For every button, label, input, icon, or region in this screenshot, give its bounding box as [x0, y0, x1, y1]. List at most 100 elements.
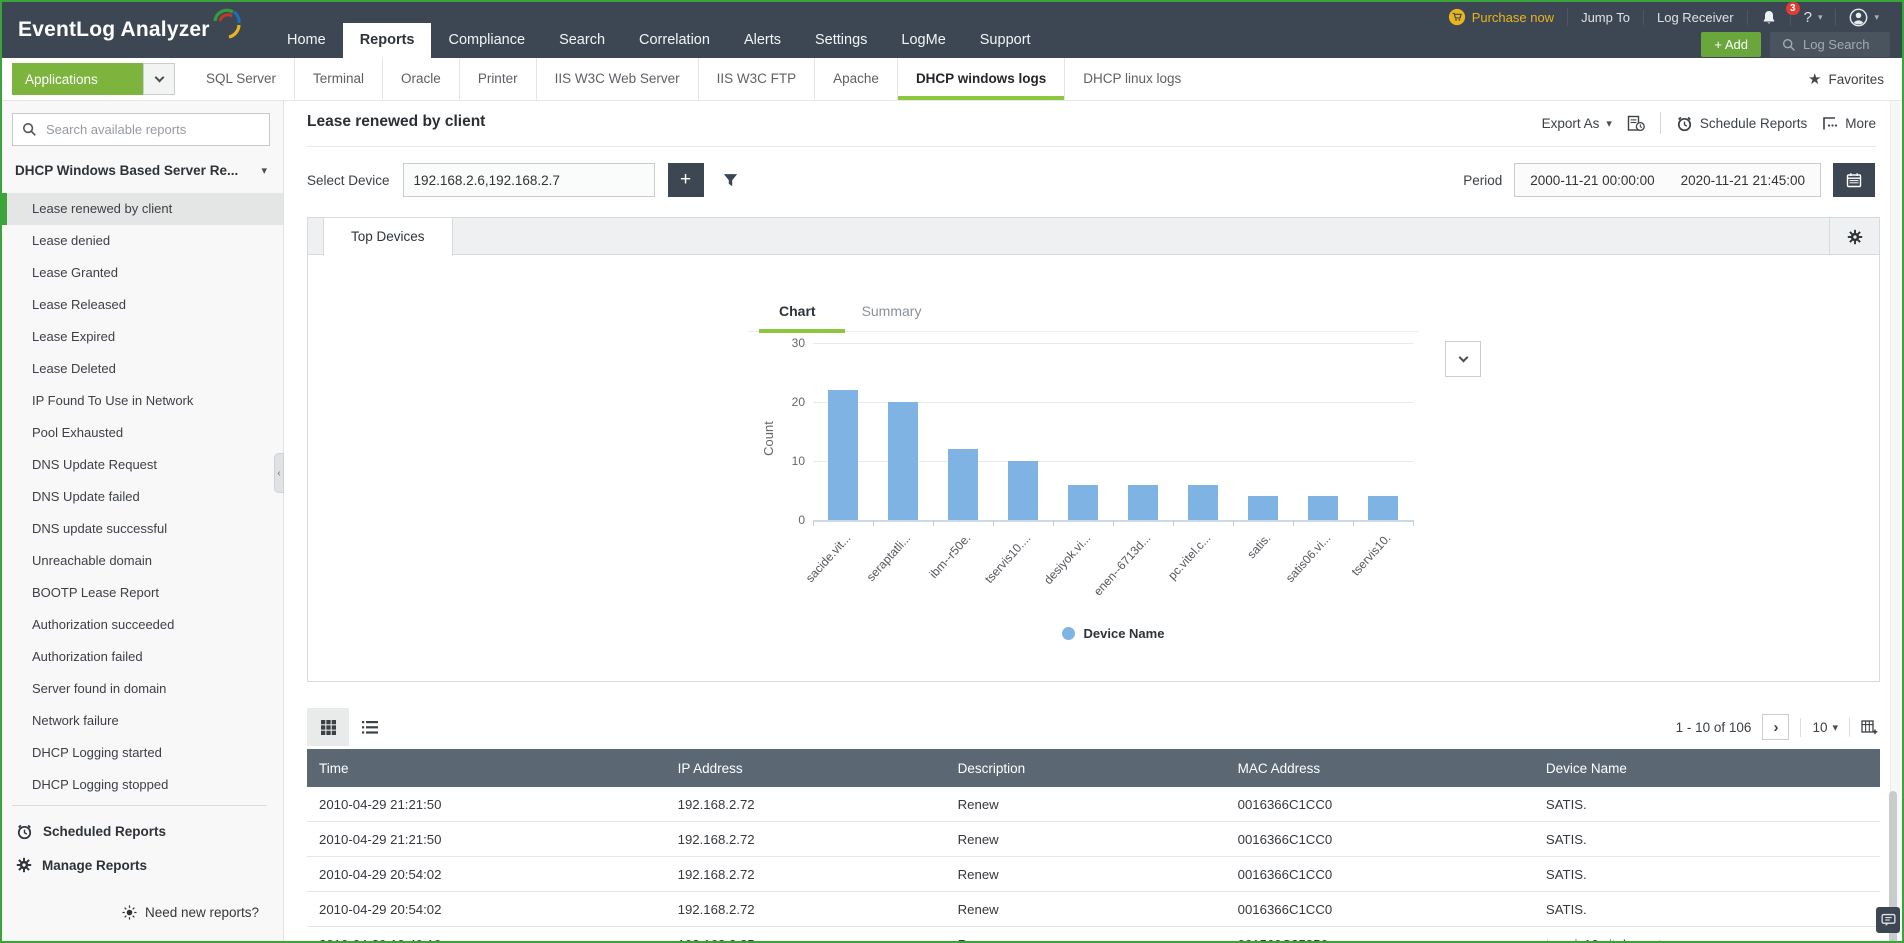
filter-button[interactable]: [723, 173, 738, 188]
bar-tservis10[interactable]: [1008, 461, 1038, 520]
notifications-button[interactable]: 3: [1748, 2, 1800, 26]
sidebar-item-lease-renewed-by-client[interactable]: Lease renewed by client: [2, 193, 283, 225]
scrollbar-track[interactable]: [1889, 101, 1900, 941]
sidebar-item-lease-released[interactable]: Lease Released: [32, 297, 126, 312]
category-tab-oracle[interactable]: Oracle: [382, 58, 459, 100]
sidebar-item-server-found-in-domain[interactable]: Server found in domain: [32, 681, 167, 696]
sidebar-item-lease-expired[interactable]: Lease Expired: [32, 329, 116, 344]
table-cell: 192.168.2.72: [677, 831, 755, 847]
nav-compliance[interactable]: Compliance: [448, 32, 526, 48]
nav-search[interactable]: Search: [559, 32, 606, 48]
bar-sacide-vit[interactable]: [828, 390, 858, 520]
category-tab-sql-server[interactable]: SQL Server: [206, 71, 277, 86]
category-tab-dhcp-windows-logs[interactable]: DHCP windows logs: [896, 58, 1065, 100]
scrollbar-thumb[interactable]: [1889, 791, 1897, 941]
bar-pc-vitel-c[interactable]: [1188, 484, 1218, 520]
log-search-button[interactable]: Log Search: [1770, 32, 1890, 57]
report-group-dropdown[interactable]: DHCP Windows Based Server Re... ▾: [15, 163, 267, 178]
sidebar-item-dns-update-failed[interactable]: DNS Update failed: [32, 489, 140, 504]
chart-collapse-button[interactable]: [1445, 341, 1481, 377]
sidebar-item-lease-denied[interactable]: Lease denied: [32, 233, 111, 248]
sidebar-item-authorization-succeeded[interactable]: Authorization succeeded: [32, 617, 175, 632]
purchase-now-link[interactable]: Purchase now: [1435, 8, 1569, 26]
nav-settings[interactable]: Settings: [815, 32, 868, 48]
table-row[interactable]: 2010-04-29 20:54:02 192.168.2.72 Renew 0016…: [307, 857, 1880, 892]
nav-logme[interactable]: LogMe: [901, 32, 946, 48]
calendar-button[interactable]: [1833, 163, 1875, 197]
nav-correlation[interactable]: Correlation: [639, 32, 710, 48]
sidebar-item-dns-update-request[interactable]: DNS Update Request: [32, 457, 158, 472]
sidebar-item-bootp-lease-report[interactable]: BOOTP Lease Report: [32, 585, 159, 600]
add-button[interactable]: + Add: [1701, 32, 1761, 57]
sidebar-item-dhcp-logging-started[interactable]: DHCP Logging started: [32, 745, 162, 760]
scheduled-reports-link[interactable]: Scheduled Reports: [16, 823, 166, 840]
tab-summary[interactable]: Summary: [861, 303, 922, 319]
y-axis-title: Count: [760, 421, 776, 456]
period-label: Period: [1463, 172, 1503, 188]
next-page-button[interactable]: ›: [1762, 714, 1790, 740]
category-tab-iis-w3c-ftp[interactable]: IIS W3C FTP: [697, 58, 815, 100]
table-row[interactable]: 2010-04-29 21:21:50 192.168.2.72 Renew 0016…: [307, 822, 1880, 857]
schedule-reports-button[interactable]: Schedule Reports: [1676, 115, 1807, 132]
sidebar-item-authorization-failed[interactable]: Authorization failed: [32, 649, 143, 664]
select-device-input[interactable]: [402, 163, 655, 197]
bar-chart: 30 20 10 0 Count sacide.vit... seraptatli... ib…: [761, 336, 1414, 641]
app-logo[interactable]: EventLog Analyzer: [18, 8, 242, 49]
page-size-dropdown[interactable]: 10 ▾: [1812, 720, 1838, 735]
sidebar-item-network-failure[interactable]: Network failure: [32, 713, 119, 728]
category-tab-printer[interactable]: Printer: [458, 58, 536, 100]
list-view-button[interactable]: [349, 708, 391, 746]
log-receiver-link[interactable]: Log Receiver: [1644, 9, 1748, 25]
sidebar-item-pool-exhausted[interactable]: Pool Exhausted: [32, 425, 124, 440]
period-range-field[interactable]: 2000-11-21 00:00:00 2020-11-21 21:45:00: [1514, 163, 1821, 197]
bar-tservis10[interactable]: [1368, 496, 1398, 520]
feedback-chat-button[interactable]: [1876, 907, 1900, 933]
report-search-box[interactable]: [12, 113, 270, 146]
grid-view-button[interactable]: [307, 708, 349, 746]
user-menu[interactable]: ▾: [1836, 8, 1892, 27]
sidebar-item-dns-update-successful[interactable]: DNS update successful: [32, 521, 168, 536]
favorites-button[interactable]: ★ Favorites: [1808, 58, 1884, 100]
bar-desiyok-vi[interactable]: [1068, 484, 1098, 520]
applications-dropdown[interactable]: Applications: [12, 63, 143, 95]
bar-enen-6713d[interactable]: [1128, 484, 1158, 520]
sidebar-item-dhcp-logging-stopped[interactable]: DHCP Logging stopped: [32, 777, 169, 792]
more-button[interactable]: More: [1822, 116, 1876, 131]
table-row[interactable]: 2010-04-29 20:54:02 192.168.2.72 Renew 0016…: [307, 892, 1880, 927]
category-tab-dhcp-linux-logs[interactable]: DHCP linux logs: [1064, 58, 1199, 100]
category-tab-iis-w3c-web-server[interactable]: IIS W3C Web Server: [535, 58, 698, 100]
nav-reports[interactable]: Reports: [342, 23, 432, 58]
table-row[interactable]: 2010-04-29 21:21:50 192.168.2.72 Renew 0016…: [307, 787, 1880, 822]
bar-satis[interactable]: [1248, 496, 1278, 520]
export-schedule-button[interactable]: [1627, 115, 1645, 132]
panel-settings-button[interactable]: [1829, 218, 1879, 255]
nav-alerts[interactable]: Alerts: [743, 32, 782, 48]
need-new-reports-link[interactable]: Need new reports?: [122, 905, 259, 920]
category-tab-terminal[interactable]: Terminal: [294, 58, 382, 100]
star-icon: ★: [1808, 71, 1822, 88]
sidebar-item-lease-deleted[interactable]: Lease Deleted: [32, 361, 116, 376]
category-tab-apache[interactable]: Apache: [814, 58, 897, 100]
sidebar-collapse-handle[interactable]: ‹: [274, 453, 284, 493]
report-search-input[interactable]: [46, 122, 246, 137]
nav-home[interactable]: Home: [287, 32, 326, 48]
sidebar-item-unreachable-domain[interactable]: Unreachable domain: [32, 553, 152, 568]
add-column-button[interactable]: [1861, 719, 1878, 736]
jump-to-link[interactable]: Jump To: [1568, 9, 1644, 25]
tab-chart[interactable]: Chart: [779, 303, 816, 319]
bar-seraptatli[interactable]: [888, 402, 918, 520]
sidebar-item-lease-granted[interactable]: Lease Granted: [32, 265, 119, 280]
user-avatar-icon: [1850, 8, 1868, 26]
tab-top-devices[interactable]: Top Devices: [323, 218, 453, 256]
nav-support[interactable]: Support: [979, 32, 1031, 48]
applications-dropdown-toggle[interactable]: [143, 63, 175, 95]
export-as-dropdown[interactable]: Export As ▾: [1542, 116, 1612, 131]
table-row[interactable]: 2010-04-29 19:49:19192.168.2.85Renew0015…: [307, 927, 1880, 941]
add-device-button[interactable]: +: [667, 163, 704, 197]
sidebar-item-ip-found-to-use-in-network[interactable]: IP Found To Use in Network: [32, 393, 194, 408]
manage-reports-link[interactable]: Manage Reports: [16, 857, 147, 873]
bar-satis06-vi[interactable]: [1308, 496, 1338, 520]
purchase-now-label: Purchase now: [1471, 9, 1555, 25]
bar-ibm-r50e[interactable]: [948, 449, 978, 520]
help-menu[interactable]: ? ▾: [1791, 8, 1837, 26]
